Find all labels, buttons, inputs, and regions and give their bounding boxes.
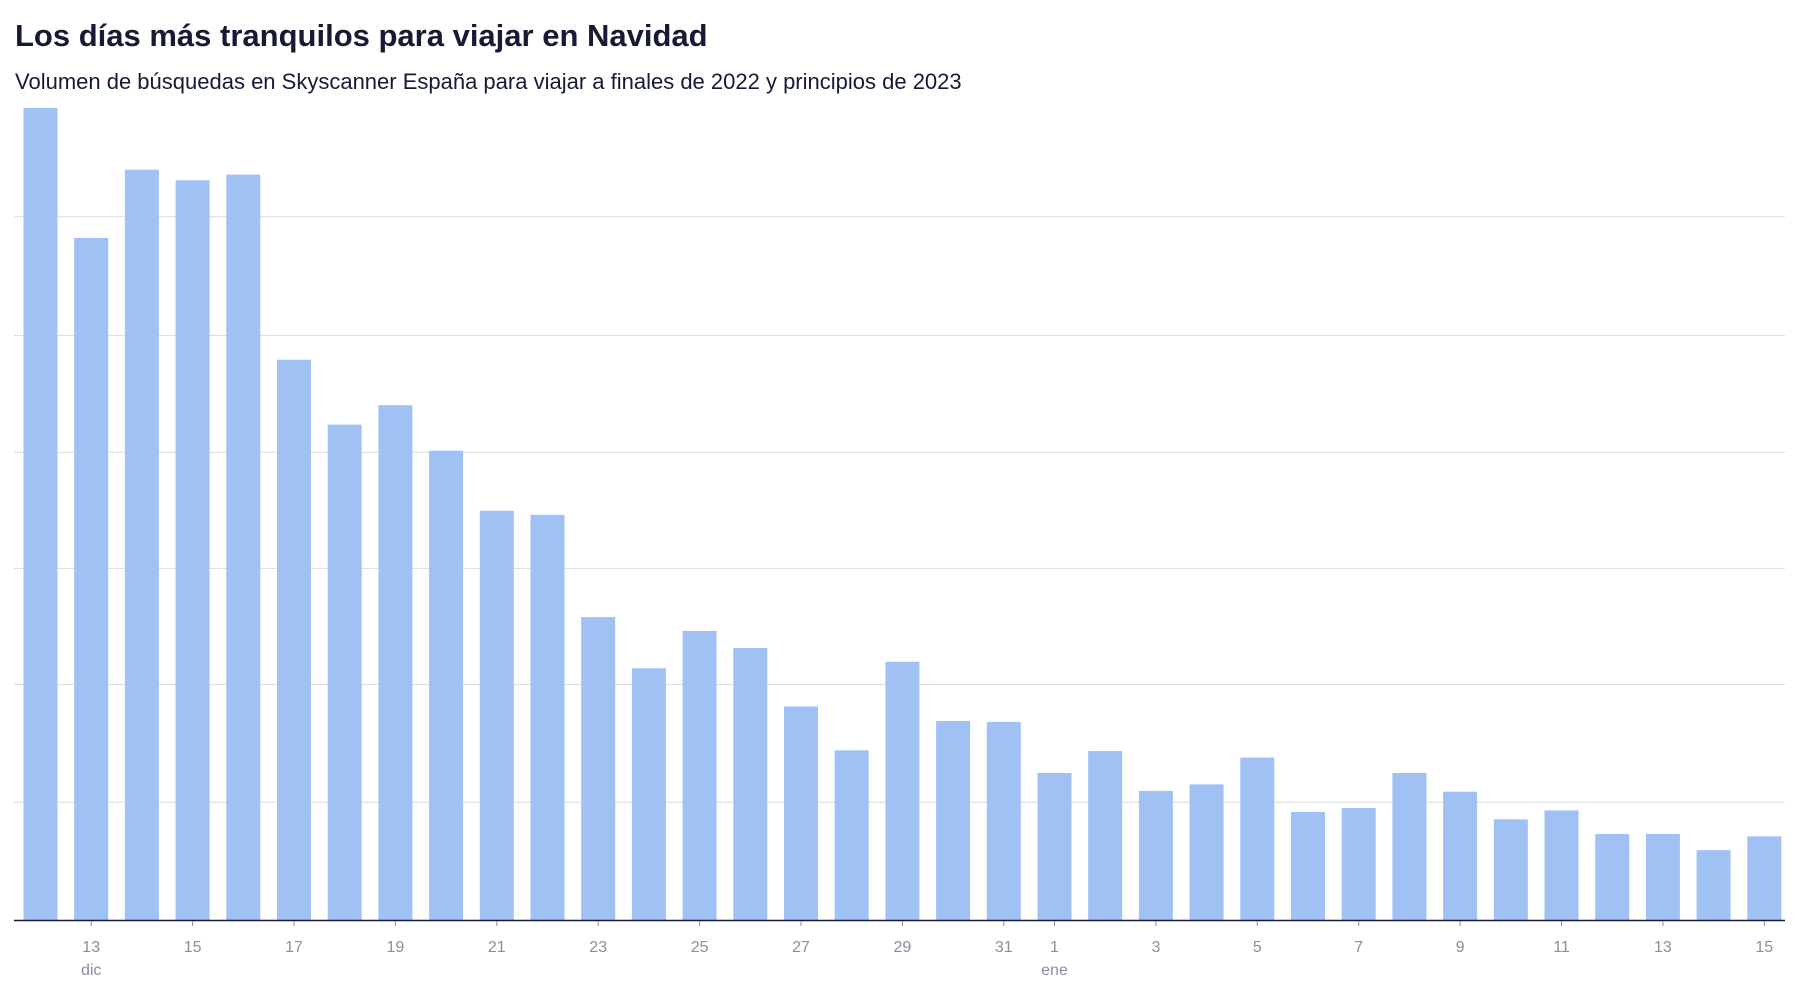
x-tick-label: 13 (1654, 939, 1672, 956)
bar (1189, 784, 1224, 920)
bar (23, 108, 58, 920)
bar (885, 661, 920, 920)
x-tick-label: 7 (1354, 939, 1363, 956)
bar (784, 706, 818, 920)
x-tick-label: 19 (387, 939, 405, 956)
x-tick-label: 17 (285, 939, 303, 956)
bar (327, 424, 362, 920)
bar (1544, 810, 1579, 920)
bar (1645, 833, 1680, 920)
x-tick-label: 13 (82, 939, 100, 956)
x-tick-label: 11 (1553, 939, 1570, 956)
bar (1240, 757, 1275, 920)
x-tick-label: 9 (1456, 939, 1465, 956)
bar (74, 237, 109, 921)
bar (1443, 791, 1478, 920)
bar (1493, 819, 1528, 920)
bar (631, 668, 666, 920)
bar (277, 359, 311, 921)
x-tick-label: 23 (589, 939, 607, 956)
chart-subtitle: Volumen de búsquedas en Skyscanner Españ… (15, 69, 962, 94)
bar (834, 750, 869, 920)
bar (1088, 751, 1123, 920)
bar (986, 721, 1021, 920)
bar (936, 721, 971, 920)
bar (226, 174, 261, 921)
bar (1595, 833, 1630, 920)
x-tick-label: 25 (691, 939, 709, 956)
x-month-label: ene (1041, 962, 1068, 979)
x-tick-label: 1 (1050, 939, 1059, 956)
bar (1392, 773, 1427, 920)
bar (1291, 812, 1325, 920)
x-tick-labels: 13 15 17 19 21 23 25 27 29 31 1 3 5 7 9 11 13 15 (82, 921, 1773, 956)
bar (479, 510, 514, 920)
bar (124, 169, 159, 920)
x-month-label: dic (81, 962, 101, 979)
x-tick-label: 27 (792, 939, 810, 956)
bar (530, 514, 565, 920)
bar (429, 450, 464, 920)
x-tick-label: 5 (1253, 939, 1262, 956)
x-tick-label: 15 (1755, 939, 1773, 956)
chart-title: Los días más tranquilos para viajar en N… (15, 18, 708, 53)
bar (1037, 773, 1072, 920)
x-tick-label: 29 (894, 939, 912, 956)
bar (378, 405, 413, 920)
bar (1138, 790, 1173, 920)
bar (682, 630, 717, 920)
bar (733, 647, 768, 920)
bar (1341, 807, 1376, 920)
month-labels: dic ene (81, 962, 1068, 979)
x-tick-label: 31 (995, 939, 1013, 956)
x-tick-label: 3 (1151, 939, 1160, 956)
x-tick-label: 15 (184, 939, 202, 956)
x-tick-label: 21 (488, 939, 506, 956)
bar (175, 180, 210, 920)
bars (23, 108, 1782, 921)
bar (1747, 836, 1782, 920)
bar (581, 617, 616, 920)
bar (1696, 850, 1731, 920)
